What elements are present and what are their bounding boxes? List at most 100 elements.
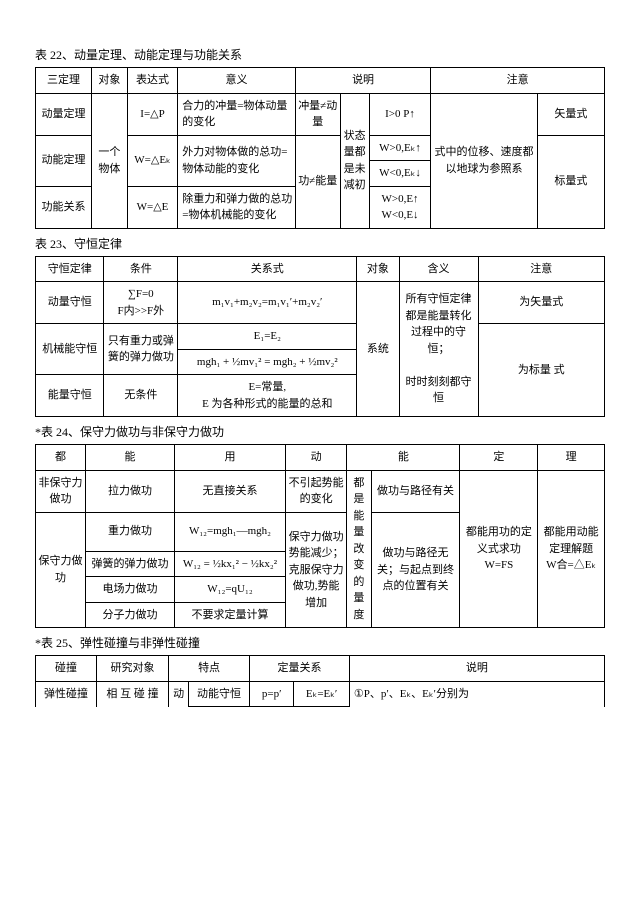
table-row: 碰撞 研究对象 特点 定量关系 说明 <box>36 656 605 682</box>
cell: 除重力和弹力做的总功=物体机械能的变化 <box>178 186 296 228</box>
header-cell: 说明 <box>349 656 604 682</box>
header-cell: 理 <box>538 445 605 471</box>
cell: p=p′ <box>250 681 294 707</box>
cell: 分子力做功 <box>86 602 175 628</box>
cell: 只有重力或弹簧的弹力做功 <box>104 324 178 375</box>
cell: 动 <box>169 681 189 707</box>
header-cell: 动 <box>286 445 347 471</box>
cell: 保守力做功势能减少； 克服保守力做功,势能增加 <box>286 512 347 628</box>
header-cell: 意义 <box>178 68 296 94</box>
table-row: 守恒定律 条件 关系式 对象 含义 注意 <box>36 256 605 282</box>
cell: 机械能守恒 <box>36 324 104 375</box>
cell: 能量守恒 <box>36 375 104 417</box>
cell: 拉力做功 <box>86 470 175 512</box>
cell: mgh₁ + ½mv₁² = mgh₂ + ½mv₂² <box>178 349 357 375</box>
cell: 合力的冲量=物体动量的变化 <box>178 93 296 135</box>
cell: 无条件 <box>104 375 178 417</box>
cell: W<0,Eₖ↓ <box>369 161 431 187</box>
table25-title: *表 25、弹性碰撞与非弹性碰撞 <box>35 634 605 651</box>
cell: W₁₂=qU₁₂ <box>174 577 285 603</box>
cell: 不要求定量计算 <box>174 602 285 628</box>
header-cell: 三定理 <box>36 68 92 94</box>
table-row: 非保守力做功 拉力做功 无直接关系 不引起势能的变化 都是能量改变的量度 做功与… <box>36 470 605 512</box>
cell: I=△P <box>127 93 177 135</box>
cell: ①P、p′、Eₖ、Eₖ′分别为 <box>349 681 604 707</box>
cell: E=常量, E 为各种形式的能量的总和 <box>178 375 357 417</box>
cell: 动量守恒 <box>36 282 104 324</box>
cell: 动量定理 <box>36 93 92 135</box>
table22: 三定理 对象 表达式 意义 说明 注意 动量定理 一个物体 I=△P 合力的冲量… <box>35 67 605 229</box>
header-cell: 表达式 <box>127 68 177 94</box>
cell: 系统 <box>357 282 399 417</box>
header-cell: 特点 <box>169 656 250 682</box>
header-cell: 守恒定律 <box>36 256 104 282</box>
cell: ∑F=0 F内>>F外 <box>104 282 178 324</box>
header-cell: 含义 <box>399 256 478 282</box>
cell: 保守力做功 <box>36 512 86 628</box>
table24-title: *表 24、保守力做功与非保守力做功 <box>35 423 605 440</box>
table23: 守恒定律 条件 关系式 对象 含义 注意 动量守恒 ∑F=0 F内>>F外 m₁… <box>35 256 605 418</box>
cell: Eₖ=Eₖ′ <box>294 681 349 707</box>
header-cell: 对象 <box>357 256 399 282</box>
cell: 都能用功的定义式求功 W=FS <box>460 470 538 628</box>
table-row: 动量定理 一个物体 I=△P 合力的冲量=物体动量的变化 冲量≠动量 状态量都是… <box>36 93 605 135</box>
table-row: 都 能 用 动 能 定 理 <box>36 445 605 471</box>
cell: W=△Eₖ <box>127 135 177 186</box>
cell: 弹性碰撞 <box>36 681 97 707</box>
table22-title: 表 22、动量定理、动能定理与功能关系 <box>35 46 605 63</box>
cell: 电场力做功 <box>86 577 175 603</box>
cell: 做功与路径无关；与起点到终点的位置有关 <box>371 512 460 628</box>
header-cell: 注意 <box>431 68 605 94</box>
cell: 功能关系 <box>36 186 92 228</box>
table24: 都 能 用 动 能 定 理 非保守力做功 拉力做功 无直接关系 不引起势能的变化… <box>35 444 605 628</box>
cell: W=△E <box>127 186 177 228</box>
header-cell: 能 <box>347 445 460 471</box>
table-row: 动量守恒 ∑F=0 F内>>F外 m₁v₁+m₂v₂=m₁v₁′+m₂v₂′ 系… <box>36 282 605 324</box>
table-row: 机械能守恒 只有重力或弹簧的弹力做功 E₁=E₂ 为标量 式 <box>36 324 605 350</box>
header-cell: 定量关系 <box>250 656 350 682</box>
table-row: 三定理 对象 表达式 意义 说明 注意 <box>36 68 605 94</box>
cell: 做功与路径有关 <box>371 470 460 512</box>
cell: 都能用动能定理解题 W合=△Eₖ <box>538 470 605 628</box>
header-cell: 用 <box>174 445 285 471</box>
table-row: 弹性碰撞 相 互 碰 撞 动 动能守恒 p=p′ Eₖ=Eₖ′ ①P、p′、Eₖ… <box>36 681 605 707</box>
cell: 状态量都是未减初 <box>340 93 369 228</box>
header-cell: 对象 <box>92 68 128 94</box>
cell: 外力对物体做的总功=物体动能的变化 <box>178 135 296 186</box>
cell: 标量式 <box>537 135 604 228</box>
cell: 冲量≠动量 <box>295 93 340 135</box>
header-cell: 都 <box>36 445 86 471</box>
cell: 为标量 式 <box>478 324 604 417</box>
cell: E₁=E₂ <box>178 324 357 350</box>
cell: 动能定理 <box>36 135 92 186</box>
cell: m₁v₁+m₂v₂=m₁v₁′+m₂v₂′ <box>178 282 357 324</box>
header-cell: 说明 <box>295 68 431 94</box>
cell: W>0,Eₖ↑ <box>369 135 431 161</box>
table25: 碰撞 研究对象 特点 定量关系 说明 弹性碰撞 相 互 碰 撞 动 动能守恒 p… <box>35 655 605 707</box>
header-cell: 碰撞 <box>36 656 97 682</box>
cell: 式中的位移、速度都以地球为参照系 <box>431 93 537 228</box>
header-cell: 注意 <box>478 256 604 282</box>
cell: I>0 P↑ <box>369 93 431 135</box>
cell: 为矢量式 <box>478 282 604 324</box>
cell: W₁₂=mgh₁—mgh₂ <box>174 512 285 551</box>
cell: 动能守恒 <box>189 681 250 707</box>
cell: 不引起势能的变化 <box>286 470 347 512</box>
header-cell: 研究对象 <box>97 656 169 682</box>
header-cell: 定 <box>460 445 538 471</box>
cell: 无直接关系 <box>174 470 285 512</box>
cell: 矢量式 <box>537 93 604 135</box>
cell: 功≠能量 <box>295 135 340 228</box>
header-cell: 关系式 <box>178 256 357 282</box>
header-cell: 能 <box>86 445 175 471</box>
cell: 一个物体 <box>92 93 128 228</box>
cell: 非保守力做功 <box>36 470 86 512</box>
cell: 弹簧的弹力做功 <box>86 551 175 577</box>
cell: W>0,E↑W<0,E↓ <box>369 186 431 228</box>
header-cell: 条件 <box>104 256 178 282</box>
cell: 相 互 碰 撞 <box>97 681 169 707</box>
cell: W₁₂ = ½kx₁² − ½kx₂² <box>174 551 285 577</box>
cell: 都是能量改变的量度 <box>347 470 371 628</box>
cell: 所有守恒定律都是能量转化过程中的守恒； 时时刻刻都守恒 <box>399 282 478 417</box>
cell: 重力做功 <box>86 512 175 551</box>
